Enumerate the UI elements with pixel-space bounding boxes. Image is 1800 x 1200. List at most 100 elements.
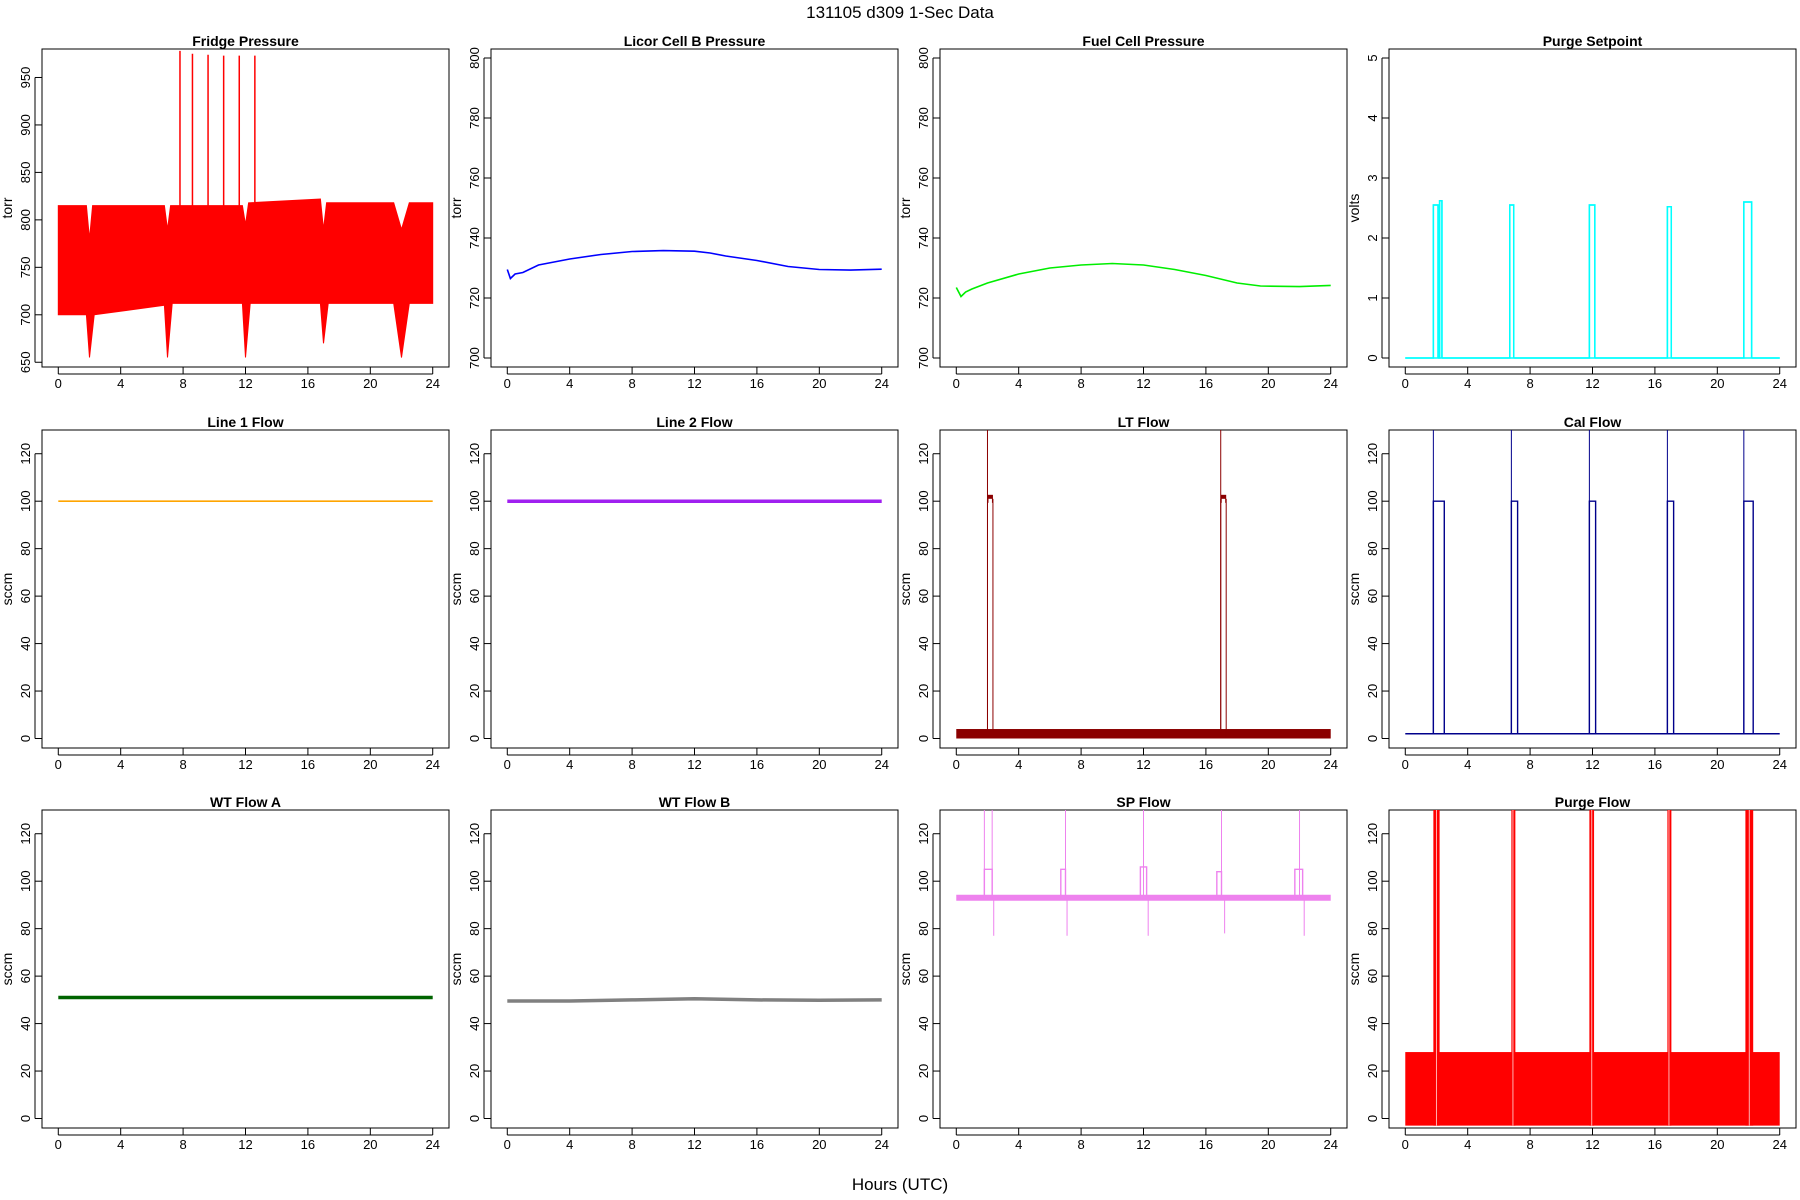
y-tick-label: 40 <box>1365 636 1380 650</box>
figure-title: 131105 d309 1-Sec Data <box>806 3 994 22</box>
panel-title: Fridge Pressure <box>192 33 299 49</box>
x-tick-label: 24 <box>1323 376 1337 391</box>
y-tick-label: 120 <box>18 443 33 465</box>
y-tick-label: 0 <box>467 1115 482 1122</box>
plot-frame <box>1388 429 1797 749</box>
y-tick-label: 720 <box>467 287 482 309</box>
y-tick-label: 100 <box>1365 490 1380 512</box>
y-tick-label: 2 <box>1365 234 1380 241</box>
y-tick-label: 20 <box>467 684 482 698</box>
x-tick-label: 8 <box>1077 1137 1084 1152</box>
y-tick-label: 60 <box>1365 969 1380 983</box>
x-tick-label: 24 <box>1772 376 1786 391</box>
x-tick-label: 20 <box>812 376 826 391</box>
panel-title: SP Flow <box>1116 794 1170 810</box>
y-tick-label: 80 <box>467 541 482 555</box>
panel-purge-flow: Purge Flow sccm 0 4 8 12 16 20 24 0 20 40 60 80 100 120 <box>1346 794 1797 1152</box>
x-tick-label: 4 <box>1464 757 1471 772</box>
y-tick-label: 120 <box>467 823 482 845</box>
x-tick-label: 4 <box>566 757 573 772</box>
x-tick-label: 12 <box>238 376 252 391</box>
y-axis-label: sccm <box>0 953 15 986</box>
x-tick-label: 12 <box>1585 1137 1599 1152</box>
y-tick-label: 60 <box>18 589 33 603</box>
data-band <box>57 198 434 358</box>
panel-wt-flow-a: WT Flow A sccm 0 4 8 12 16 20 24 0 20 40 60 80 100 120 <box>0 794 450 1152</box>
y-axis-label: sccm <box>0 573 15 606</box>
y-tick-label: 850 <box>18 162 33 184</box>
y-axis-label: sccm <box>1346 953 1362 986</box>
x-tick-label: 12 <box>238 757 252 772</box>
data-pulse <box>1216 871 1223 898</box>
y-tick-label: 0 <box>18 735 33 742</box>
x-tick-label: 0 <box>504 376 511 391</box>
y-tick-label: 650 <box>18 351 33 373</box>
y-tick-label: 1 <box>1365 294 1380 301</box>
y-tick-label: 120 <box>916 823 931 845</box>
data-pulse <box>1294 868 1304 898</box>
data-pulse <box>1060 868 1067 898</box>
y-tick-label: 40 <box>916 1016 931 1030</box>
y-tick-label: 740 <box>916 227 931 249</box>
panel-title: Line 2 Flow <box>656 414 732 430</box>
series-fuel-cell-pressure <box>955 262 1331 298</box>
y-tick-label: 40 <box>1365 1016 1380 1030</box>
y-axis-label: volts <box>1346 194 1362 223</box>
y-tick-label: 80 <box>18 541 33 555</box>
x-tick-label: 4 <box>566 376 573 391</box>
y-tick-label: 700 <box>916 347 931 369</box>
y-tick-label: 100 <box>18 870 33 892</box>
x-tick-label: 24 <box>874 376 888 391</box>
x-tick-label: 20 <box>1710 376 1724 391</box>
plot-frame <box>939 48 1348 368</box>
y-tick-label: 100 <box>1365 870 1380 892</box>
y-tick-label: 780 <box>467 107 482 129</box>
y-tick-label: 40 <box>916 636 931 650</box>
panel-fuel-cell-pressure: Fuel Cell Pressure torr 0 4 8 12 16 20 24 700 720 7… <box>897 33 1348 391</box>
y-tick-label: 700 <box>18 304 33 326</box>
y-tick-label: 100 <box>18 490 33 512</box>
y-tick-label: 120 <box>916 443 931 465</box>
y-tick-label: 120 <box>18 823 33 845</box>
y-tick-label: 740 <box>467 227 482 249</box>
y-tick-label: 20 <box>916 684 931 698</box>
x-tick-label: 20 <box>363 376 377 391</box>
x-tick-label: 4 <box>117 757 124 772</box>
y-axis-label: torr <box>897 197 913 218</box>
panel-title: Purge Setpoint <box>1543 33 1643 49</box>
y-axis-label: torr <box>448 197 464 218</box>
x-tick-label: 24 <box>1323 1137 1337 1152</box>
y-tick-label: 0 <box>916 1115 931 1122</box>
data-pulse <box>1510 500 1519 734</box>
x-tick-label: 16 <box>1199 757 1213 772</box>
data-band <box>956 729 1331 739</box>
series-sp-flow <box>956 810 1331 936</box>
y-tick-label: 5 <box>1365 54 1380 61</box>
y-tick-label: 0 <box>1365 1115 1380 1122</box>
series-wt-flow-b <box>507 996 882 1003</box>
plot-frame <box>41 429 450 749</box>
y-tick-label: 60 <box>916 589 931 603</box>
panel-title: WT Flow B <box>659 794 731 810</box>
plot-frame <box>1388 48 1797 368</box>
x-tick-label: 4 <box>117 1137 124 1152</box>
x-tick-label: 12 <box>687 376 701 391</box>
plot-frame <box>490 429 899 749</box>
x-tick-label: 20 <box>363 1137 377 1152</box>
x-tick-label: 20 <box>1710 757 1724 772</box>
x-tick-label: 8 <box>179 1137 186 1152</box>
x-tick-label: 12 <box>1585 376 1599 391</box>
x-tick-label: 4 <box>566 1137 573 1152</box>
x-tick-label: 8 <box>1526 1137 1533 1152</box>
x-tick-label: 8 <box>628 757 635 772</box>
x-tick-label: 16 <box>301 1137 315 1152</box>
x-tick-label: 8 <box>1077 757 1084 772</box>
y-tick-label: 100 <box>467 870 482 892</box>
y-tick-label: 120 <box>1365 443 1380 465</box>
figure-xlabel: Hours (UTC) <box>852 1175 948 1194</box>
series-cal-flow <box>1405 430 1780 735</box>
x-tick-label: 0 <box>504 757 511 772</box>
panel-line-2-flow: Line 2 Flow sccm 0 4 8 12 16 20 24 0 20 40 60 80 100 12… <box>448 414 899 772</box>
x-tick-label: 16 <box>301 376 315 391</box>
